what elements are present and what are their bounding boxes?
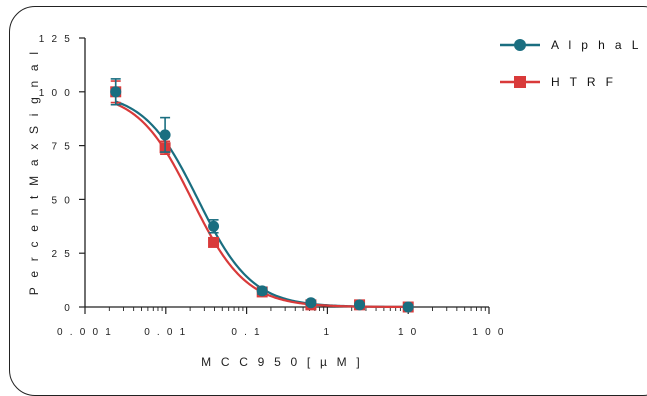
data-point xyxy=(305,297,317,309)
data-point xyxy=(208,220,220,232)
x-tick-label: 1 0 xyxy=(398,327,419,338)
chart-panel: P e r c e n t M a x S i g n a l M C C 9 … xyxy=(9,6,647,396)
legend-marker xyxy=(514,39,526,51)
legend-marker xyxy=(514,76,526,88)
legend-label: H T R F xyxy=(551,75,616,89)
dose-response-chart: P e r c e n t M a x S i g n a l M C C 9 … xyxy=(27,34,647,369)
y-axis-title: P e r c e n t M a x S i g n a l xyxy=(27,49,41,295)
y-tick-label: 0 xyxy=(64,303,72,314)
data-point xyxy=(402,301,414,313)
data-point xyxy=(256,285,268,297)
y-tick-label: 5 0 xyxy=(51,195,72,206)
x-tick-label: 1 xyxy=(324,327,332,338)
x-tick-label: 0 . 0 0 1 xyxy=(57,327,113,338)
data-point xyxy=(110,86,122,98)
y-tick-label: 7 5 xyxy=(51,142,72,153)
fit-curve xyxy=(115,100,410,309)
x-axis-title: M C C 9 5 0 [ µ M ] xyxy=(201,355,363,369)
x-tick-label: 1 0 0 xyxy=(472,327,505,338)
legend-label: A l p h a L I S A xyxy=(551,38,647,52)
y-tick-label: 1 2 5 xyxy=(39,34,72,45)
y-tick-label: 1 0 0 xyxy=(39,88,72,99)
x-tick-label: 0 . 1 xyxy=(231,327,261,338)
y-tick-label: 2 5 xyxy=(51,249,72,260)
data-point xyxy=(208,236,220,248)
x-tick-label: 0 . 0 1 xyxy=(144,327,187,338)
data-point xyxy=(159,129,171,141)
data-point xyxy=(354,299,366,311)
